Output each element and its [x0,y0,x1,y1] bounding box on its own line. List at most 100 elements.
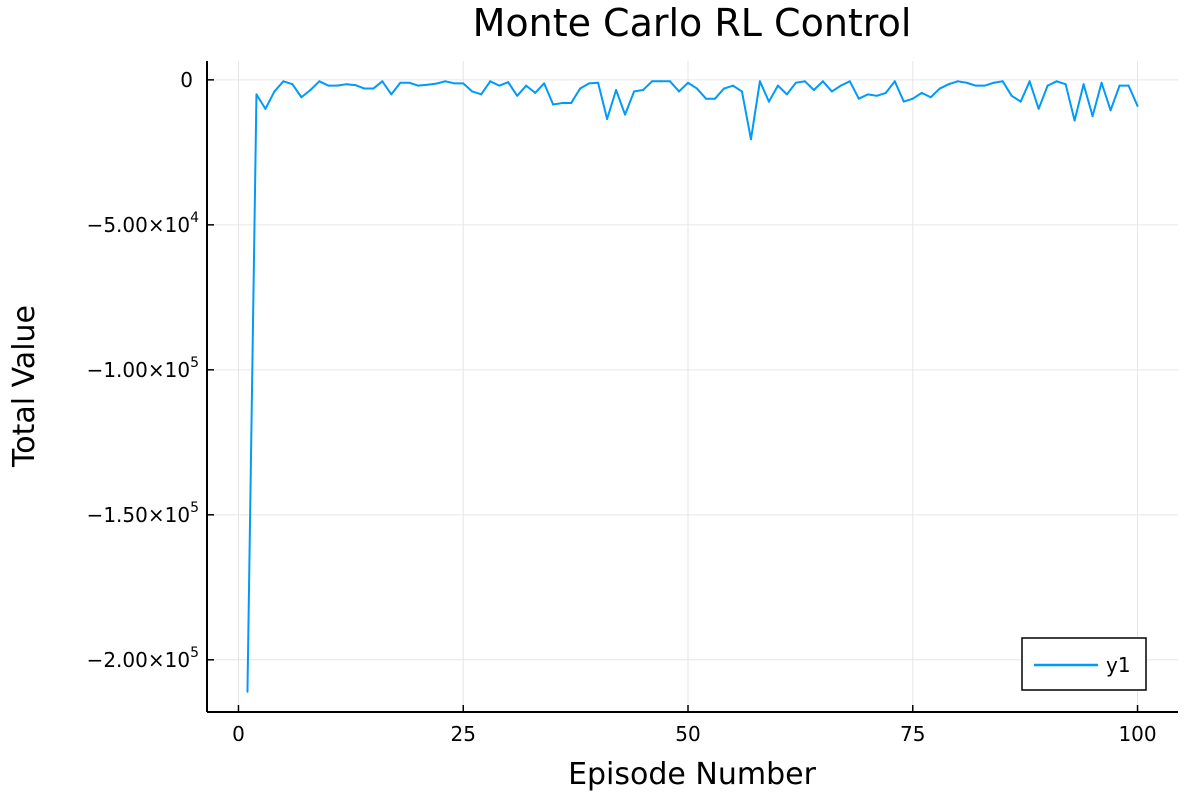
data-point [435,82,438,85]
y-tick-label: 0 [180,68,193,92]
data-point [588,82,591,85]
data-point [417,84,420,87]
data-point [848,80,851,83]
data-point [956,80,959,83]
data-point [480,93,483,96]
data-point [839,84,842,87]
data-point [615,89,618,91]
x-tick-label: 100 [1118,722,1156,746]
data-point [983,84,986,87]
data-point [1109,109,1112,112]
data-point [507,81,510,84]
x-axis-label: Episode Number [568,757,817,792]
y-tick-label: −1.50×105 [87,500,199,527]
data-point [812,89,815,91]
data-point [1010,94,1013,97]
x-tick-label: 50 [675,722,700,746]
data-point [1091,115,1094,118]
data-point [300,96,303,99]
data-point [624,113,627,116]
data-point [740,90,743,93]
data-point [722,87,725,90]
data-point [884,91,887,94]
y-tick-label: −5.00×104 [87,210,200,237]
data-point [660,80,663,83]
data-point [651,80,654,83]
data-point [489,80,492,83]
data-point [453,82,456,85]
data-point [830,90,833,93]
data-point [785,93,788,96]
data-point [902,100,905,103]
data-point [597,81,600,84]
y-tick-label: −1.00×105 [87,355,199,382]
data-point [893,80,896,83]
data-point [345,83,348,86]
tick-labels: 0 25 50 75 100 0 −5.00×104 −1.00×105 −1.50×105 −2… [87,68,1157,746]
data-point [444,80,447,83]
x-tick-label: 25 [451,722,476,746]
data-point [561,102,564,105]
data-point [408,81,411,84]
data-point [821,80,824,83]
data-point [965,81,968,84]
data-point [929,96,932,99]
data-point [525,84,528,87]
data-point [1118,84,1121,87]
data-point [1055,80,1058,83]
data-point [516,94,519,97]
data-point [534,91,537,94]
data-point [974,84,977,87]
data-point [498,84,501,87]
data-point [992,81,995,84]
data-point [264,107,267,110]
series-layer [246,80,1139,693]
data-point [794,81,797,84]
data-point [579,87,582,90]
data-point [1073,119,1076,122]
y-tick-label: −2.00×105 [87,645,199,672]
data-point [749,138,752,141]
data-point [857,97,860,100]
data-point [1019,100,1022,103]
data-point [1100,81,1103,84]
x-tick-label: 75 [900,722,925,746]
data-point [947,83,950,86]
data-point [1046,84,1049,87]
data-point [354,84,357,87]
data-point [1064,83,1067,86]
data-point [866,93,869,96]
data-point [633,90,636,93]
data-point [758,80,761,83]
data-point [696,87,698,90]
data-point [1127,84,1130,87]
series-line-y1 [246,80,1139,692]
data-point [552,103,555,106]
axes [206,61,1178,713]
data-point [1037,107,1040,110]
data-point [399,81,402,84]
data-point [426,83,429,86]
y-axis-label: Total Value [7,305,42,468]
data-point [273,90,276,93]
data-point [327,84,330,87]
data-point [687,81,689,84]
data-point [570,102,573,105]
data-point [291,83,294,86]
data-point [246,690,249,693]
data-point [390,93,393,96]
grid-lines [207,61,1178,712]
data-point [1082,83,1085,86]
data-point [318,80,321,83]
data-point [678,90,681,93]
data-point [1001,80,1004,83]
data-point [642,89,645,91]
data-point [920,91,923,94]
data-point [704,97,707,100]
data-point [713,97,716,100]
data-point [336,84,339,87]
chart-title: Monte Carlo RL Control [473,1,912,45]
data-point [372,87,375,90]
data-point [462,82,465,85]
